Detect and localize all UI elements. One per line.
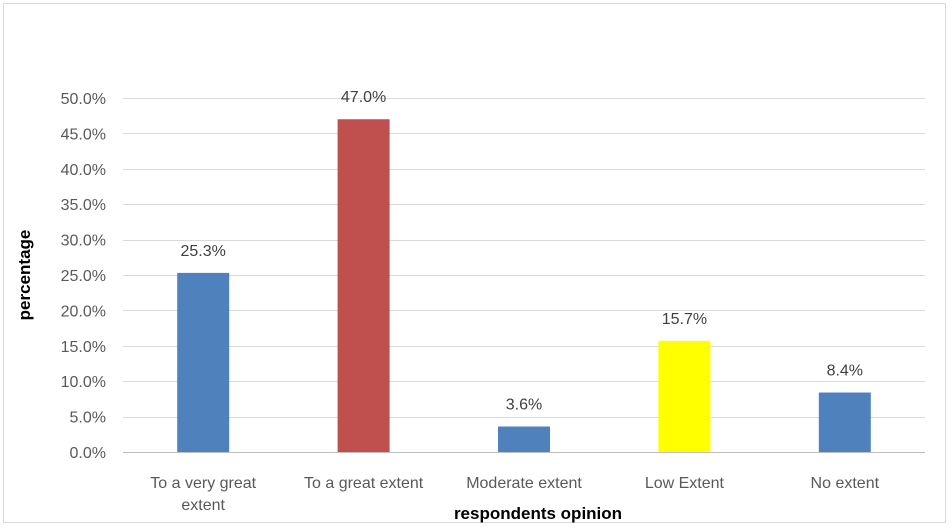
y-tick-label: 50.0% xyxy=(61,91,106,108)
x-tick-label-line: No extent xyxy=(811,475,880,492)
x-tick-label: To a very great extent xyxy=(150,475,256,514)
chart-frame xyxy=(3,3,946,523)
x-tick-label: Low Extent xyxy=(645,475,725,492)
x-tick-label: Moderate extent xyxy=(466,475,582,492)
bar xyxy=(818,392,871,452)
y-tick-label: 10.0% xyxy=(61,374,106,391)
y-tick-label: 0.0% xyxy=(70,445,106,462)
x-tick-label: To a great extent xyxy=(304,475,424,492)
y-tick-label: 35.0% xyxy=(61,197,106,214)
x-tick-labels: To a very great extent To a great extent Mo… xyxy=(150,475,879,514)
x-axis-title: respondents opinion xyxy=(454,504,622,523)
y-tick-label: 5.0% xyxy=(70,410,106,427)
y-axis-title: percentage xyxy=(15,230,34,321)
y-tick-labels: 0.0% 5.0% 10.0% 15.0% 20.0% 25.0% 30.0% 35.0% 40… xyxy=(61,91,106,462)
data-label: 15.7% xyxy=(662,311,707,328)
y-tick-label: 25.0% xyxy=(61,268,106,285)
y-tick-label: 30.0% xyxy=(61,233,106,250)
data-label: 25.3% xyxy=(181,243,226,260)
bar xyxy=(337,119,390,453)
data-label: 3.6% xyxy=(506,397,542,414)
x-tick-label-line: Low Extent xyxy=(645,475,725,492)
bar xyxy=(498,426,550,452)
x-tick-label-line: extent xyxy=(181,497,225,514)
x-tick-label-line: Moderate extent xyxy=(466,475,582,492)
gridlines xyxy=(123,98,925,453)
y-tick-label: 15.0% xyxy=(61,339,106,356)
bar xyxy=(658,340,711,452)
bar xyxy=(177,272,230,452)
x-tick-label-line: To a very great xyxy=(150,475,256,492)
y-tick-label: 45.0% xyxy=(61,126,106,143)
data-label: 8.4% xyxy=(827,363,863,380)
y-tick-label: 20.0% xyxy=(61,303,106,320)
x-tick-label-line: To a great extent xyxy=(304,475,424,492)
data-labels: 25.3% 47.0% 3.6% 15.7% 8.4% xyxy=(181,89,864,413)
y-tick-label: 40.0% xyxy=(61,162,106,179)
x-tick-label: No extent xyxy=(811,475,880,492)
bars xyxy=(177,119,871,453)
data-label: 47.0% xyxy=(341,89,386,106)
